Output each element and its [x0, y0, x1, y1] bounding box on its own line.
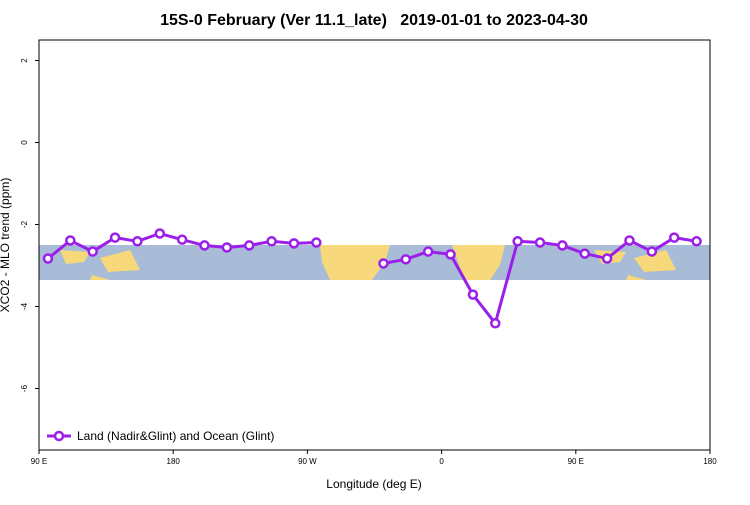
- y-tick-label: 0: [20, 140, 29, 145]
- legend-label: Land (Nadir&Glint) and Ocean (Glint): [77, 429, 274, 443]
- point: [445, 249, 456, 260]
- point: [534, 237, 546, 248]
- legend-marker: [53, 430, 65, 442]
- point: [109, 232, 121, 243]
- point: [221, 242, 233, 253]
- point: [400, 254, 412, 265]
- point: [311, 237, 322, 248]
- point: [624, 235, 635, 246]
- point: [579, 248, 590, 259]
- point: [646, 246, 658, 257]
- point: [288, 238, 300, 249]
- point: [243, 240, 255, 251]
- point: [512, 236, 523, 247]
- y-tick-label: 2: [20, 58, 29, 63]
- x-tick-label: 180: [167, 457, 181, 466]
- x-axis-label: Longitude (deg E): [326, 477, 421, 491]
- point: [87, 246, 98, 257]
- point: [266, 236, 277, 247]
- point: [490, 318, 501, 329]
- y-tick-label: -6: [20, 384, 29, 392]
- x-tick-label: 90 E: [568, 457, 584, 466]
- point: [199, 240, 210, 251]
- point: [691, 236, 702, 247]
- point: [65, 235, 76, 246]
- plot-frame: [38, 39, 711, 451]
- x-tick-label: 0: [439, 457, 444, 466]
- point: [154, 228, 166, 239]
- point: [557, 240, 568, 251]
- map-band: [39, 245, 710, 280]
- point: [132, 236, 143, 247]
- point: [378, 258, 389, 269]
- point: [42, 253, 54, 264]
- point: [601, 253, 613, 264]
- x-tick-label: 180: [703, 457, 717, 466]
- point: [467, 289, 479, 300]
- point: [422, 246, 434, 257]
- x-tick-label: 90 W: [298, 457, 317, 466]
- point: [176, 234, 188, 245]
- y-tick-label: -2: [20, 220, 29, 228]
- y-axis-label: XCO2 - MLO trend (ppm): [0, 178, 12, 313]
- x-tick-label: 90 E: [31, 457, 47, 466]
- point: [668, 232, 680, 243]
- chart-title: 15S-0 February (Ver 11.1_late) 2019-01-0…: [160, 12, 588, 29]
- y-tick-label: -4: [20, 302, 29, 310]
